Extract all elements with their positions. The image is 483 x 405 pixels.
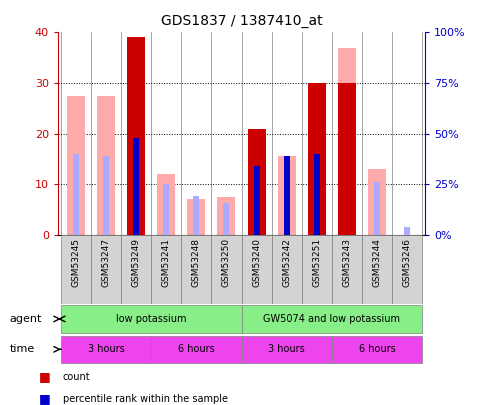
Text: GSM53251: GSM53251: [312, 238, 321, 288]
Text: GSM53250: GSM53250: [222, 238, 231, 288]
Bar: [368, 169, 386, 235]
Text: GSM53241: GSM53241: [162, 238, 171, 287]
Text: 3 hours: 3 hours: [88, 344, 125, 354]
Bar: [187, 200, 205, 235]
Bar: [392, 235, 422, 304]
Text: ■: ■: [39, 370, 50, 383]
Text: time: time: [10, 344, 35, 354]
Text: GSM53245: GSM53245: [71, 238, 81, 287]
Text: GDS1837 / 1387410_at: GDS1837 / 1387410_at: [161, 14, 322, 28]
Bar: [224, 202, 229, 235]
Text: GSM53242: GSM53242: [282, 238, 291, 287]
Text: 3 hours: 3 hours: [268, 344, 305, 354]
Bar: [271, 235, 302, 304]
Text: GSM53244: GSM53244: [372, 238, 382, 287]
Text: GSM53240: GSM53240: [252, 238, 261, 287]
Bar: [61, 336, 151, 363]
Text: agent: agent: [10, 314, 42, 324]
Text: percentile rank within the sample: percentile rank within the sample: [63, 394, 228, 404]
Bar: [103, 156, 109, 235]
Bar: [338, 47, 356, 235]
Text: GSM53246: GSM53246: [402, 238, 412, 287]
Bar: [127, 37, 145, 235]
Bar: [217, 197, 236, 235]
Bar: [332, 336, 422, 363]
Text: low potassium: low potassium: [116, 314, 186, 324]
Bar: [67, 96, 85, 235]
Bar: [374, 182, 380, 235]
Bar: [247, 129, 266, 235]
Bar: [308, 83, 326, 235]
Text: ■: ■: [39, 392, 50, 405]
Bar: [404, 227, 410, 235]
Bar: [163, 184, 169, 235]
Bar: [97, 96, 115, 235]
Bar: [362, 235, 392, 304]
Bar: [121, 235, 151, 304]
Bar: [193, 196, 199, 235]
Bar: [254, 166, 259, 235]
Bar: [242, 235, 271, 304]
Text: count: count: [63, 372, 90, 382]
Text: 6 hours: 6 hours: [178, 344, 215, 354]
Bar: [181, 235, 212, 304]
Bar: [212, 235, 242, 304]
Bar: [338, 83, 356, 235]
Text: GSM53249: GSM53249: [132, 238, 141, 287]
Bar: [314, 154, 320, 235]
Bar: [242, 336, 332, 363]
Text: GSM53247: GSM53247: [101, 238, 111, 287]
Bar: [73, 154, 79, 235]
Text: GSM53248: GSM53248: [192, 238, 201, 287]
Bar: [332, 235, 362, 304]
Text: GW5074 and low potassium: GW5074 and low potassium: [263, 314, 400, 324]
Bar: [157, 174, 175, 235]
Bar: [61, 235, 91, 304]
Bar: [151, 235, 181, 304]
Bar: [61, 305, 242, 333]
Bar: [278, 156, 296, 235]
Bar: [133, 138, 139, 235]
Text: 6 hours: 6 hours: [358, 344, 395, 354]
Bar: [302, 235, 332, 304]
Bar: [91, 235, 121, 304]
Bar: [151, 336, 242, 363]
Text: GSM53243: GSM53243: [342, 238, 351, 287]
Bar: [284, 156, 290, 235]
Bar: [344, 138, 350, 235]
Bar: [242, 305, 422, 333]
